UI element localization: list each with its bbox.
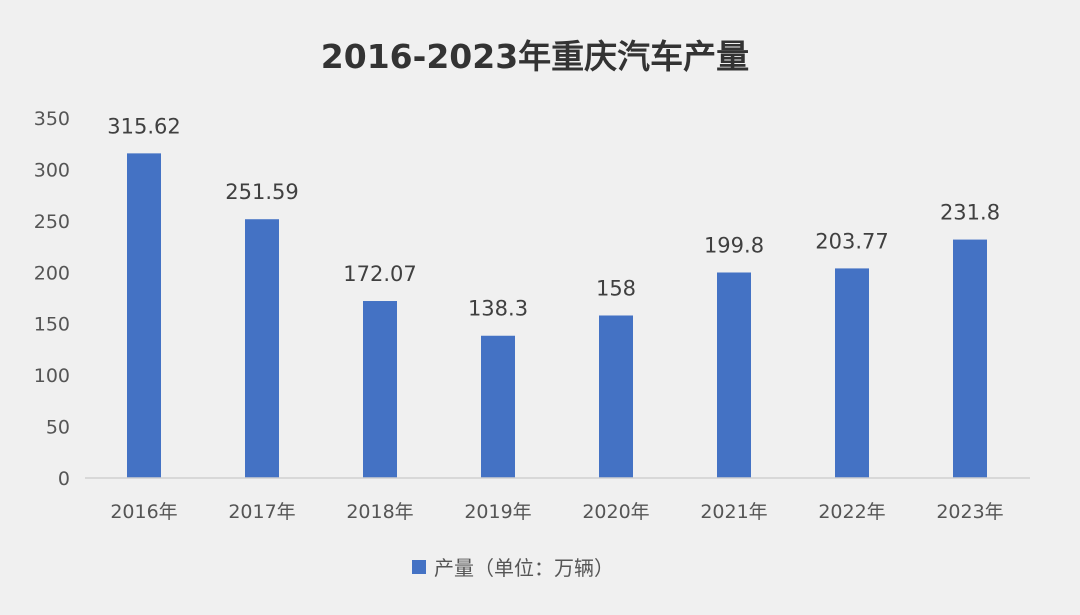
data-label: 203.77	[815, 229, 888, 253]
x-axis: 2016年 2017年 2018年 2019年 2020年 2021年 2022年 2023年	[110, 501, 1003, 523]
x-tick-label: 2017年	[228, 501, 295, 523]
bar	[481, 335, 515, 478]
bar	[363, 301, 397, 478]
x-tick-label: 2019年	[464, 501, 531, 523]
y-tick-label: 0	[58, 468, 70, 490]
y-tick-label: 350	[34, 108, 70, 130]
bar	[835, 268, 869, 478]
x-tick-label: 2016年	[110, 501, 177, 523]
data-label: 315.62	[107, 114, 180, 138]
chart-title: 2016-2023年重庆汽车产量	[321, 37, 749, 76]
legend-label: 产量（单位：万辆）	[434, 556, 614, 580]
x-tick-label: 2021年	[700, 501, 767, 523]
bar	[127, 153, 161, 478]
legend: 产量（单位：万辆）	[412, 556, 614, 580]
x-tick-label: 2018年	[346, 501, 413, 523]
data-label: 158	[596, 276, 636, 300]
y-tick-label: 150	[34, 314, 70, 336]
y-tick-label: 50	[46, 417, 70, 439]
y-tick-label: 300	[34, 159, 70, 181]
y-tick-label: 250	[34, 211, 70, 233]
bar	[717, 272, 751, 478]
x-tick-label: 2023年	[936, 501, 1003, 523]
data-label: 199.8	[704, 233, 764, 257]
bars: 315.62 251.59 172.07 138.3 158 199.8 203.77 231…	[107, 114, 1000, 478]
legend-swatch	[412, 560, 426, 574]
data-label: 251.59	[225, 180, 298, 204]
bar	[245, 219, 279, 478]
data-label: 138.3	[468, 297, 528, 321]
bar	[953, 239, 987, 478]
data-label: 231.8	[940, 201, 1000, 225]
x-tick-label: 2022年	[818, 501, 885, 523]
y-tick-label: 100	[34, 365, 70, 387]
data-label: 172.07	[343, 262, 416, 286]
x-tick-label: 2020年	[582, 501, 649, 523]
bar	[599, 315, 633, 478]
y-tick-label: 200	[34, 262, 70, 284]
y-axis: 0 50 100 150 200 250 300 350	[34, 108, 70, 490]
